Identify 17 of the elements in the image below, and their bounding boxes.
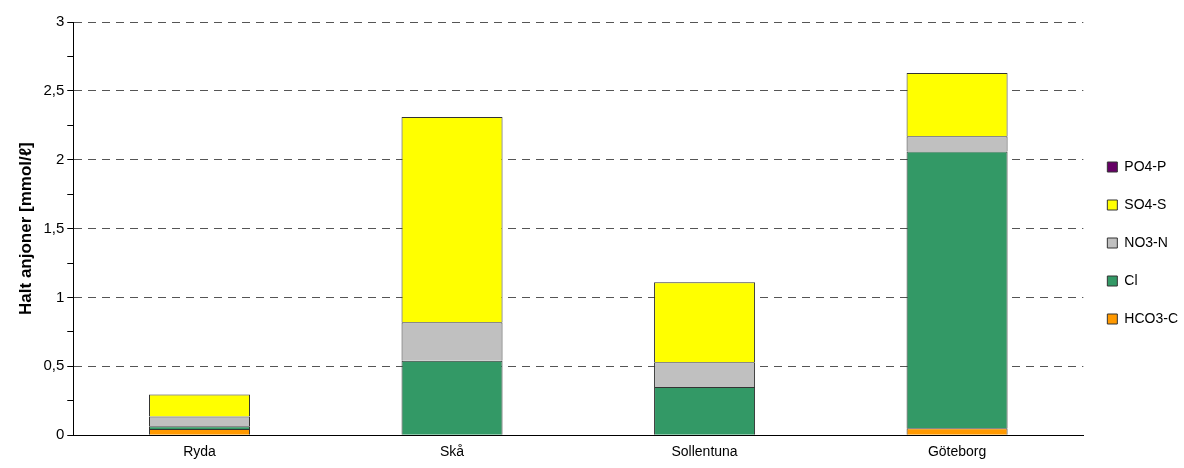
legend-label: NO3-N [1124,233,1168,250]
y-axis-title: Halt anjoner [mmol/ℓ] [15,142,35,315]
legend-label: SO4-S [1124,195,1167,212]
x-tick-label: Skå [439,443,465,460]
y-tick-label: 2,5 [43,81,65,99]
y-tick-label: 2 [55,149,65,167]
y-tick-label: 1 [55,287,65,305]
y-tick-label: 3 [55,12,65,30]
legend-label: PO4-P [1124,157,1167,174]
x-tick-label: Sollentuna [671,443,738,460]
legend-label: HCO3-C [1124,309,1178,326]
y-tick-label: 0,5 [43,356,65,374]
y-tick-label: 1,5 [43,218,65,236]
x-tick-label: Göteborg [927,443,987,460]
y-tick-label: 0 [55,425,65,443]
x-tick-label: Ryda [183,443,217,460]
legend-label: Cl [1124,271,1138,288]
